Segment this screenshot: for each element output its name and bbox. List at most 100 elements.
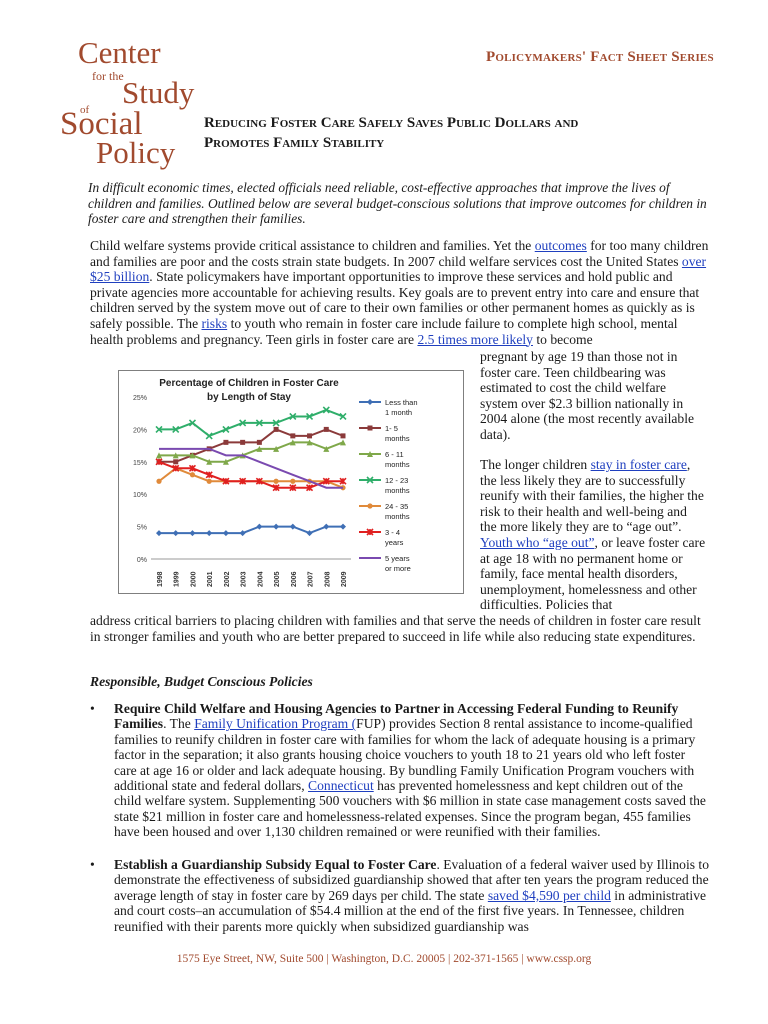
- data-point: [188, 464, 197, 472]
- legend-label: months: [385, 512, 410, 521]
- x-tick-label: 2003: [241, 571, 248, 587]
- series-line: [159, 408, 344, 438]
- data-point: [306, 439, 313, 446]
- series-line: [159, 525, 343, 535]
- bullet-heading: Require Child Welfare and Housing Agenci…: [114, 701, 679, 732]
- page-title: Reducing Foster Care Safely Saves Public…: [204, 113, 724, 153]
- data-point: [172, 464, 180, 472]
- x-tick-label: 2002: [224, 571, 231, 587]
- data-point: [189, 472, 196, 478]
- x-tick-label: 2008: [324, 571, 331, 587]
- legend-label: 3 - 4: [385, 528, 400, 537]
- bullet-text: Establish a Guardianship Subsidy Equal t…: [114, 857, 710, 934]
- logo-word-center: Center: [78, 35, 161, 70]
- footer-address: 1575 Eye Street, NW, Suite 500 | Washing…: [176, 953, 592, 965]
- data-point: [272, 484, 280, 492]
- data-point: [290, 433, 296, 439]
- data-point: [340, 523, 346, 530]
- data-point: [239, 419, 247, 427]
- data-point: [205, 471, 213, 479]
- data-point: [289, 484, 297, 492]
- text-run: . The: [163, 716, 195, 732]
- age-out-link[interactable]: Youth who “age out”: [480, 534, 595, 550]
- data-point: [273, 445, 280, 452]
- data-point: [289, 523, 296, 530]
- body-paragraph-2: pregnant by age 19 than those not in fos…: [480, 349, 695, 442]
- data-point: [307, 433, 313, 439]
- data-point: [273, 523, 280, 530]
- fup-link[interactable]: Family Unification Program (: [194, 716, 357, 732]
- data-point: [172, 425, 180, 433]
- data-point: [322, 477, 330, 485]
- data-point: [367, 503, 373, 509]
- data-point: [340, 433, 346, 439]
- data-point: [366, 476, 374, 484]
- data-point: [366, 528, 374, 536]
- legend-label: months: [385, 486, 410, 495]
- title-line-1: Reducing Foster Care Safely Saves Public…: [204, 115, 579, 131]
- text-run: . State policymakers have important oppo…: [90, 269, 700, 331]
- foster-care-chart: Percentage of Children in Foster Care by …: [118, 370, 464, 594]
- series-line: [159, 447, 343, 489]
- cost-link[interactable]: over $25 billion: [90, 253, 707, 285]
- stay-in-foster-care-link[interactable]: stay in foster care: [590, 457, 687, 472]
- x-tick-label: 2007: [308, 571, 315, 587]
- data-point: [367, 451, 373, 457]
- legend-label: months: [385, 460, 410, 469]
- x-tick-label: 2009: [341, 571, 348, 587]
- text-run: FUP) provides Section 8 rental assistanc…: [114, 716, 696, 794]
- legend-label: 1 month: [385, 408, 412, 417]
- data-point: [323, 523, 330, 530]
- data-point: [223, 439, 229, 445]
- data-point: [239, 530, 246, 537]
- data-point: [222, 530, 229, 537]
- series-line: [159, 428, 344, 463]
- pregnancy-stat-link[interactable]: 2.5 times more likely: [417, 331, 533, 347]
- legend-label: Less than: [385, 398, 418, 407]
- connecticut-link[interactable]: Connecticut: [308, 778, 374, 794]
- chart-svg: Percentage of Children in Foster Care by …: [133, 378, 418, 587]
- data-point: [173, 459, 179, 465]
- data-point: [305, 484, 314, 492]
- data-point: [273, 426, 279, 432]
- data-point: [339, 477, 347, 485]
- text-run: to youth who remain in foster care inclu…: [90, 315, 678, 347]
- data-point: [156, 478, 162, 484]
- legend-label: years: [385, 538, 404, 547]
- text-run: The longer children: [480, 457, 591, 472]
- data-point: [256, 439, 262, 445]
- data-point: [340, 439, 346, 446]
- series-line: [158, 460, 343, 489]
- data-point: [323, 445, 330, 452]
- risks-link[interactable]: risks: [201, 315, 228, 331]
- legend-label: 1- 5: [385, 424, 398, 433]
- data-point: [205, 432, 213, 440]
- data-point: [367, 399, 373, 405]
- data-point: [367, 425, 373, 431]
- logo-word-of: of: [80, 104, 90, 116]
- data-point: [272, 419, 280, 427]
- data-point: [155, 458, 163, 466]
- data-point: [255, 477, 263, 485]
- data-point: [155, 425, 163, 433]
- y-tick-label: 5%: [137, 525, 147, 532]
- legend-label: 12 - 23: [385, 476, 408, 485]
- savings-link[interactable]: saved $4,590 per child: [487, 887, 611, 903]
- logo-word-social: Social: [60, 106, 143, 142]
- text-run: , or leave foster care at age 18 with no…: [480, 534, 706, 613]
- outcomes-link[interactable]: outcomes: [534, 238, 587, 253]
- data-point: [206, 458, 213, 465]
- data-point: [188, 419, 197, 427]
- logo-word-study: Study: [122, 75, 195, 110]
- logo-word-policy: Policy: [96, 135, 176, 170]
- logo-word-for-the: for the: [92, 69, 124, 83]
- data-point: [239, 477, 247, 485]
- legend-label: 6 - 11: [385, 450, 404, 459]
- x-tick-label: 2000: [190, 571, 197, 587]
- text-run: for too many children and families are p…: [90, 238, 709, 269]
- chart-title-line-1: Percentage of Children in Foster Care: [159, 378, 339, 389]
- data-point: [339, 412, 347, 421]
- x-tick-label: 1998: [157, 571, 164, 587]
- cssp-logo: Center for the of Study Social Policy: [56, 35, 196, 170]
- y-tick-label: 15%: [133, 460, 147, 467]
